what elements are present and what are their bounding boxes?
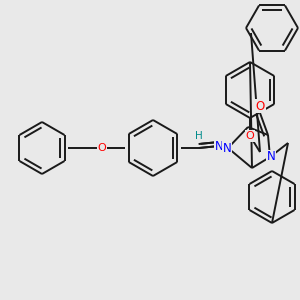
Text: O: O xyxy=(98,143,106,153)
Text: H: H xyxy=(195,131,203,141)
Text: N: N xyxy=(214,140,224,152)
Text: N: N xyxy=(267,151,275,164)
Text: N: N xyxy=(223,142,231,154)
Text: O: O xyxy=(246,131,254,141)
Text: O: O xyxy=(255,100,265,112)
